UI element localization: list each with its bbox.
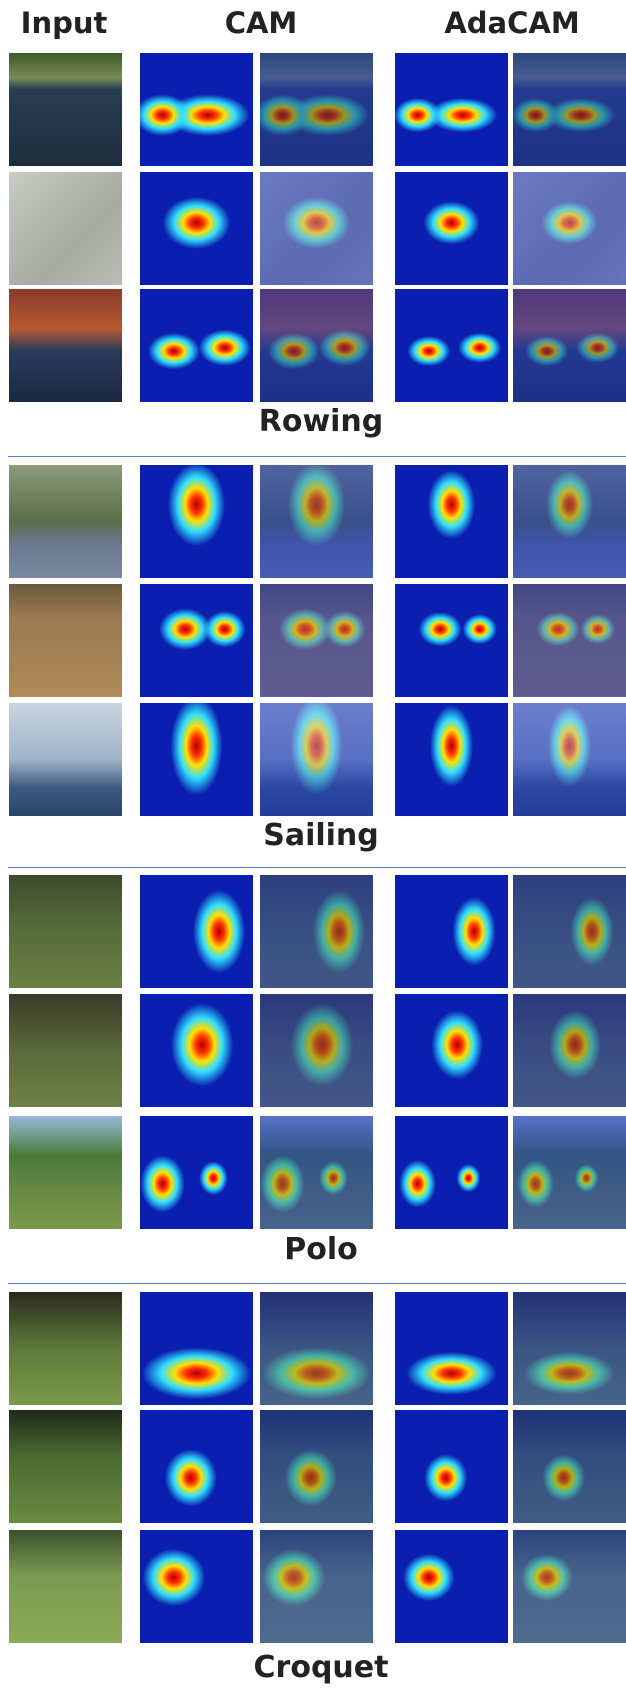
adacam-heatmap [395,1115,509,1229]
overlay-heat [260,1115,374,1229]
cam-overlay [260,465,374,579]
overlay-heat [513,584,626,698]
input-image [8,1291,122,1405]
column-header: CAM [224,6,298,40]
input-image [8,703,122,817]
cam-heatmap [140,171,254,285]
overlay-heat [513,1410,626,1524]
column-header: AdaCAM [444,6,580,40]
input-image [8,171,122,285]
adacam-heatmap [395,703,509,817]
adacam-overlay [513,1530,626,1644]
cam-heatmap [140,1530,254,1644]
cam-overlay [260,874,374,988]
input-image [8,1530,122,1644]
input-image [8,874,122,988]
adacam-overlay [513,1410,626,1524]
cam-overlay [260,171,374,285]
cam-overlay [260,1410,374,1524]
cam-heatmap [140,52,254,166]
overlay-heat [260,289,374,403]
adacam-heatmap [395,289,509,403]
cam-overlay [260,703,374,817]
group-label: Polo [284,1232,358,1268]
adacam-heatmap [395,993,509,1107]
overlay-heat [513,1115,626,1229]
overlay-heat [260,703,374,817]
adacam-overlay [513,52,626,166]
adacam-heatmap [395,171,509,285]
adacam-heatmap [395,465,509,579]
input-image [8,993,122,1107]
input-image [8,289,122,403]
group-label: Croquet [253,1650,389,1686]
overlay-heat [260,171,374,285]
overlay-heat [513,465,626,579]
adacam-heatmap [395,874,509,988]
group-label: Sailing [263,817,379,853]
column-header: Input [20,6,108,40]
input-image [8,465,122,579]
adacam-overlay [513,465,626,579]
cam-heatmap [140,874,254,988]
adacam-heatmap [395,52,509,166]
separator [8,867,626,869]
cam-heatmap [140,993,254,1107]
overlay-heat [513,703,626,817]
adacam-overlay [513,703,626,817]
cam-overlay [260,993,374,1107]
overlay-heat [260,52,374,166]
adacam-heatmap [395,1410,509,1524]
overlay-heat [513,1530,626,1644]
cam-heatmap [140,289,254,403]
adacam-overlay [513,171,626,285]
adacam-overlay [513,874,626,988]
input-image [8,52,122,166]
overlay-heat [513,1291,626,1405]
overlay-heat [260,874,374,988]
cam-heatmap [140,1291,254,1405]
cam-overlay [260,1291,374,1405]
overlay-heat [260,465,374,579]
overlay-heat [513,52,626,166]
adacam-overlay [513,1291,626,1405]
adacam-heatmap [395,1291,509,1405]
adacam-overlay [513,993,626,1107]
cam-heatmap [140,1410,254,1524]
overlay-heat [260,584,374,698]
adacam-overlay [513,584,626,698]
adacam-heatmap [395,584,509,698]
cam-heatmap [140,703,254,817]
input-image [8,1410,122,1524]
input-image [8,584,122,698]
group-label: Rowing [258,403,384,439]
separator [8,1283,626,1285]
overlay-heat [260,1410,374,1524]
cam-overlay [260,584,374,698]
adacam-heatmap [395,1530,509,1644]
overlay-heat [513,289,626,403]
overlay-heat [513,993,626,1107]
adacam-overlay [513,1115,626,1229]
overlay-heat [513,171,626,285]
input-image [8,1115,122,1229]
overlay-heat [513,874,626,988]
cam-heatmap [140,1115,254,1229]
overlay-heat [260,1530,374,1644]
cam-overlay [260,1530,374,1644]
cam-heatmap [140,465,254,579]
cam-heatmap [140,584,254,698]
adacam-overlay [513,289,626,403]
cam-overlay [260,52,374,166]
cam-overlay [260,289,374,403]
overlay-heat [260,1291,374,1405]
cam-overlay [260,1115,374,1229]
separator [8,455,626,457]
overlay-heat [260,993,374,1107]
